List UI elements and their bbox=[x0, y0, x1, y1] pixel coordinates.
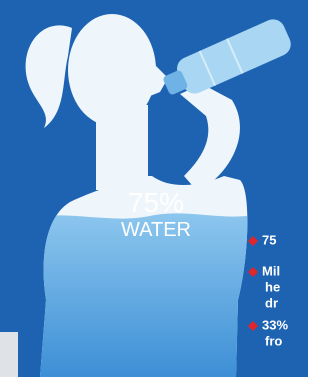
bullet-text: 33% bbox=[262, 317, 288, 332]
bullet-text: dr bbox=[265, 295, 278, 310]
bullet-text: he bbox=[265, 279, 280, 294]
corner-strip bbox=[0, 332, 18, 377]
bullet-text: Mil bbox=[262, 263, 280, 278]
bullet-text: fro bbox=[265, 333, 282, 348]
bullet-text: 75 bbox=[262, 232, 276, 247]
fill-label: 75% bbox=[128, 187, 184, 218]
fill-sublabel: WATER bbox=[121, 219, 191, 241]
